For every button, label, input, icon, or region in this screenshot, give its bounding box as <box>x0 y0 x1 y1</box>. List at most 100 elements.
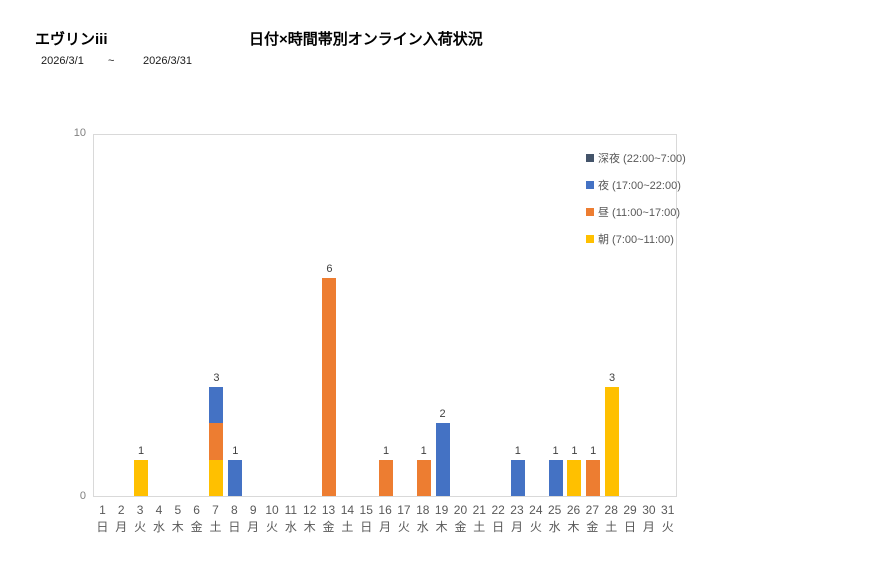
bar-day-27 <box>586 459 601 496</box>
chart-legend: 深夜 (22:00~7:00) 夜 (17:00~22:00) 昼 (11:00~1… <box>586 152 686 260</box>
legend-color-marker <box>586 154 594 162</box>
x-tick-day-19: 19 木 <box>432 503 451 536</box>
x-tick-day-number: 18 <box>416 503 430 517</box>
x-tick-weekday: 土 <box>605 520 618 534</box>
bar-segment <box>228 459 243 496</box>
report-title: エヴリンiii <box>35 31 108 48</box>
bar-day-26 <box>567 459 582 496</box>
bar-total-label: 1 <box>552 444 559 457</box>
bar-segment <box>605 387 620 496</box>
x-tick-day-number: 5 <box>174 503 182 517</box>
x-tick-weekday: 水 <box>416 520 429 534</box>
x-tick-day-number: 7 <box>212 503 219 517</box>
x-tick-day-number: 12 <box>303 503 317 517</box>
x-tick-day-15: 15 日 <box>357 503 376 536</box>
x-tick-weekday: 火 <box>529 520 542 534</box>
bar-total-label: 6 <box>326 263 333 276</box>
x-tick-day-number: 22 <box>491 503 505 517</box>
x-tick-day-number: 24 <box>529 503 543 517</box>
bar-segment <box>510 459 525 496</box>
bar-segment <box>209 459 224 496</box>
x-tick-day-27: 27 金 <box>583 503 602 536</box>
bar-day-19 <box>435 423 450 496</box>
x-tick-day-number: 20 <box>453 503 468 517</box>
bar-segment <box>435 423 450 496</box>
x-tick-day-number: 21 <box>472 503 486 517</box>
legend-item: 昼 (11:00~17:00) <box>586 206 686 219</box>
x-tick-weekday: 金 <box>454 520 467 534</box>
x-tick-weekday: 木 <box>435 520 448 534</box>
bar-day-3 <box>134 459 149 496</box>
x-tick-day-21: 21 土 <box>470 503 489 536</box>
x-tick-day-number: 13 <box>321 503 336 517</box>
x-tick-day-17: 17 火 <box>395 503 414 536</box>
y-tick-label: 0 <box>79 490 86 502</box>
legend-color-marker <box>586 235 594 243</box>
x-tick-weekday: 水 <box>152 520 165 534</box>
bar-segment <box>586 459 601 496</box>
x-axis-ticks: 1 日 2 月 3 火 4 水 5 木 6 金 7 土 8 日 9 月 10 火 11 水 12 木 13 金 14 土 15 日 16 月 1… <box>93 503 677 536</box>
bar-segment <box>322 278 337 496</box>
x-tick-day-23: 23 月 <box>508 503 527 536</box>
x-tick-day-30: 30 月 <box>639 503 658 536</box>
bar-total-label: 1 <box>514 444 521 457</box>
x-tick-day-number: 17 <box>397 503 411 517</box>
x-tick-weekday: 火 <box>266 520 279 534</box>
bar-day-8 <box>228 459 243 496</box>
x-tick-weekday: 木 <box>171 520 184 534</box>
x-tick-weekday: 日 <box>492 520 505 534</box>
legend-item: 夜 (17:00~22:00) <box>586 179 686 192</box>
x-tick-weekday: 土 <box>473 520 486 534</box>
x-tick-weekday: 金 <box>586 520 599 534</box>
y-tick-label: 10 <box>73 127 86 139</box>
bar-day-7 <box>209 387 224 496</box>
legend-item: 深夜 (22:00~7:00) <box>586 152 686 165</box>
bar-day-28 <box>605 387 620 496</box>
x-tick-day-14: 14 土 <box>338 503 357 536</box>
bar-total-label: 1 <box>571 444 578 457</box>
x-tick-day-number: 15 <box>359 503 373 517</box>
bar-day-23 <box>510 459 525 496</box>
x-tick-day-number: 27 <box>585 503 600 517</box>
x-tick-day-20: 20 金 <box>451 503 470 536</box>
x-tick-day-26: 26 木 <box>564 503 583 536</box>
x-tick-day-number: 28 <box>604 503 618 517</box>
bar-day-25 <box>548 459 563 496</box>
x-tick-day-18: 18 水 <box>413 503 432 536</box>
x-tick-weekday: 水 <box>548 520 561 534</box>
x-tick-day-number: 30 <box>642 503 656 517</box>
legend-label: 昼 (11:00~17:00) <box>598 207 681 219</box>
x-tick-weekday: 月 <box>115 520 128 534</box>
x-tick-weekday: 月 <box>379 520 392 534</box>
x-tick-day-number: 29 <box>623 503 637 517</box>
x-tick-day-number: 31 <box>661 503 675 517</box>
x-tick-weekday: 月 <box>247 520 260 534</box>
bar-segment <box>567 459 582 496</box>
x-tick-weekday: 金 <box>190 520 203 534</box>
x-tick-day-number: 16 <box>378 503 392 517</box>
x-tick-day-13: 13 金 <box>319 503 338 536</box>
x-tick-day-number: 9 <box>249 503 257 517</box>
x-tick-day-number: 26 <box>566 503 581 517</box>
bar-total-label: 3 <box>213 372 220 385</box>
bar-segment <box>548 459 563 496</box>
x-tick-day-number: 4 <box>155 503 163 517</box>
bar-total-label: 1 <box>382 444 390 457</box>
bar-segment <box>379 459 393 496</box>
legend-label: 夜 (17:00~22:00) <box>598 180 681 192</box>
x-tick-weekday: 日 <box>360 520 373 534</box>
x-tick-day-16: 16 月 <box>376 503 395 536</box>
x-tick-weekday: 木 <box>303 520 316 534</box>
legend-label: 深夜 (22:00~7:00) <box>598 153 686 165</box>
x-tick-day-22: 22 日 <box>489 503 508 536</box>
x-tick-day-number: 14 <box>340 503 355 517</box>
